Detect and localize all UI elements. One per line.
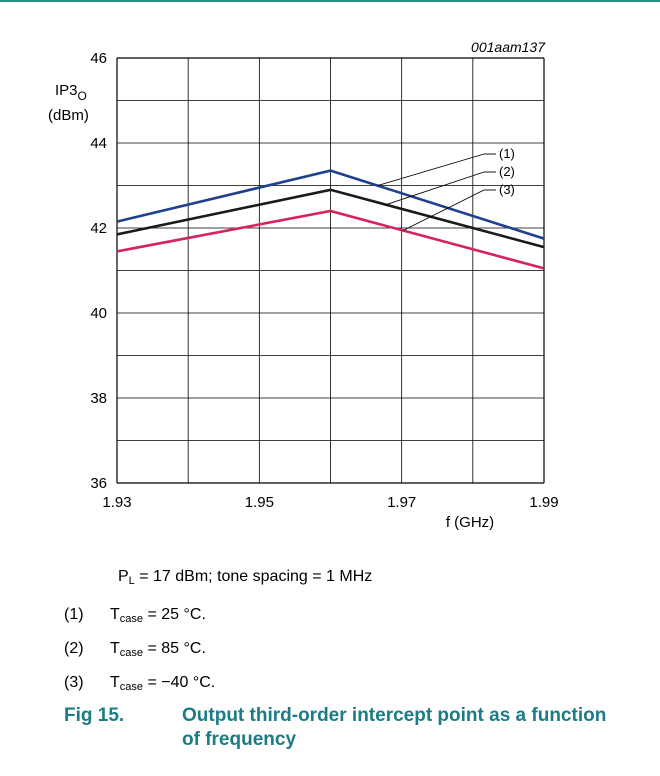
- x-tick-label: 1.99: [529, 494, 558, 511]
- series-label-1: (1): [499, 146, 515, 161]
- note-3: (3) Tcase = −40 °C.: [64, 674, 216, 693]
- series-line-2: [116, 188, 545, 249]
- x-tick-label: 1.97: [387, 494, 416, 511]
- figure-code: 001aam137: [471, 39, 546, 55]
- leader-line-3: [402, 189, 485, 231]
- x-axis-label: f (GHz): [446, 514, 494, 531]
- note-2: (2) Tcase = 85 °C.: [64, 640, 206, 659]
- y-tick-label: 40: [90, 305, 107, 322]
- leader-line-1: [377, 153, 485, 187]
- y-tick-label: 36: [90, 475, 107, 492]
- legend-callouts: (1) (2) (3): [377, 146, 515, 231]
- caption-number: Fig 15.: [64, 705, 125, 726]
- series-lines: [116, 169, 545, 270]
- y-axis-unit: (dBm): [48, 107, 89, 124]
- series-line-3: [116, 209, 545, 270]
- tick-labels: 36 38 40 42 44 46 1.93 1.95 1.97 1.99: [90, 50, 558, 511]
- y-tick-label: 46: [90, 50, 107, 67]
- grid: [116, 57, 545, 484]
- caption-text: Output third-order intercept point as a …: [182, 705, 607, 750]
- series-label-2: (2): [499, 164, 515, 179]
- test-condition: PL = 17 dBm; tone spacing = 1 MHz: [118, 568, 373, 587]
- note-1: (1) Tcase = 25 °C.: [64, 606, 206, 625]
- x-tick-label: 1.95: [245, 494, 274, 511]
- series-line-1: [116, 169, 545, 240]
- x-tick-label: 1.93: [102, 494, 131, 511]
- top-rule: [0, 0, 660, 2]
- ip3-frequency-chart: 001aam137 (1) (2) (3) 36 38 40 42 44 46 1.93 1.95…: [48, 39, 559, 531]
- y-tick-label: 42: [90, 220, 107, 237]
- leader-line-2: [385, 171, 485, 206]
- y-axis-label-main: IP3O: [55, 82, 87, 103]
- y-tick-label: 44: [90, 135, 107, 152]
- y-axis-label-sub: O: [78, 89, 87, 103]
- y-tick-label: 38: [90, 390, 107, 407]
- series-label-3: (3): [499, 182, 515, 197]
